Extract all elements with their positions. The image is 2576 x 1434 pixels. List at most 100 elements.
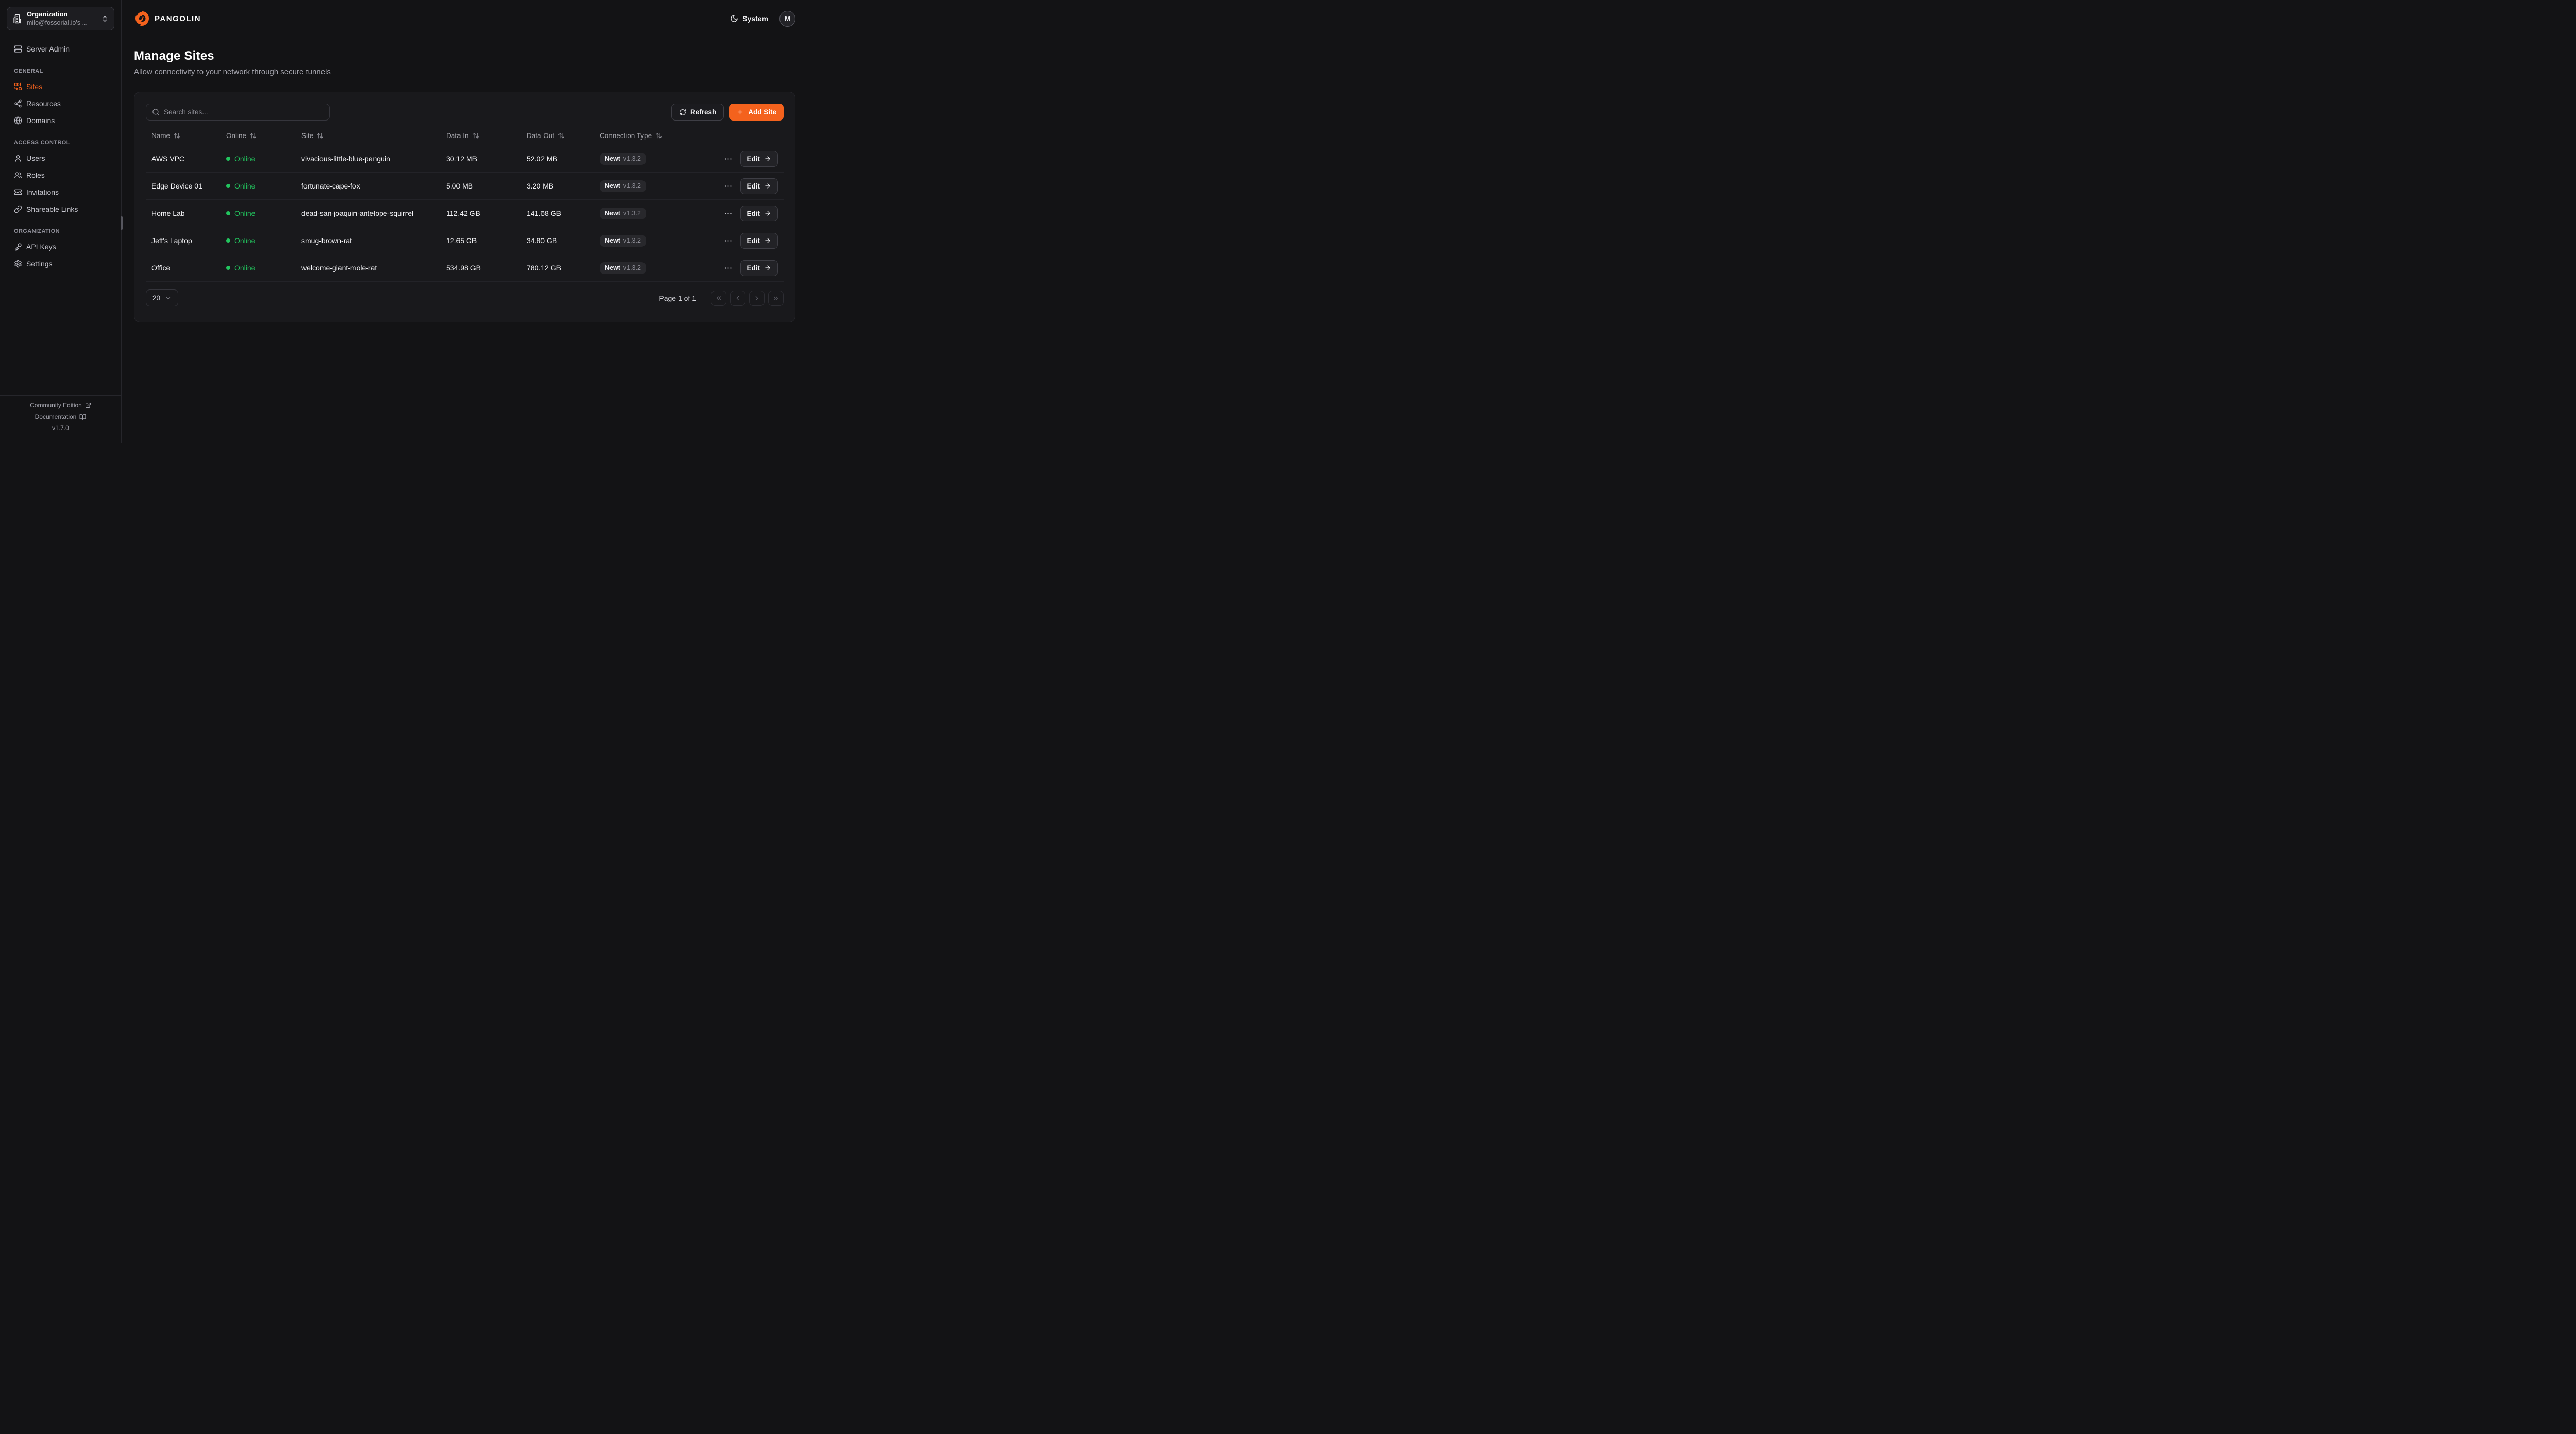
- nav-section-label: GENERAL: [14, 68, 43, 74]
- sidebar-resize-handle[interactable]: [120, 216, 123, 230]
- ticket-check-icon: [14, 188, 22, 196]
- page-title: Manage Sites: [134, 49, 214, 63]
- table-header-row: Name Online Site Data In Data Out Connection …: [146, 127, 784, 145]
- search-input[interactable]: [164, 108, 324, 116]
- row-actions: Edit: [721, 232, 778, 249]
- data-out: 780.12 GB: [527, 264, 561, 272]
- refresh-button[interactable]: Refresh: [671, 104, 724, 121]
- row-actions: Edit: [721, 260, 778, 276]
- online-status: Online: [226, 182, 301, 190]
- sidebar-item-shareable-links[interactable]: Shareable Links: [7, 200, 114, 217]
- last-page-button[interactable]: [768, 290, 784, 306]
- sidebar-item-users[interactable]: Users: [7, 149, 114, 166]
- status-dot-icon: [226, 211, 230, 215]
- connection-type: Newt v1.3.2: [600, 180, 721, 192]
- column-header-online[interactable]: Online: [226, 132, 301, 140]
- table-footer: 20 Page 1 of 1: [146, 289, 784, 306]
- resources-icon: [14, 99, 22, 108]
- sidebar-item-label: Shareable Links: [26, 204, 78, 213]
- ellipsis-icon: [724, 155, 733, 163]
- row-menu-button[interactable]: [723, 181, 734, 192]
- column-header-connection-type[interactable]: Connection Type: [600, 132, 721, 140]
- sort-icon: [558, 132, 565, 139]
- sort-icon: [472, 132, 479, 139]
- sidebar-item-label: Users: [26, 153, 45, 162]
- search-box[interactable]: [146, 104, 330, 121]
- prev-page-button[interactable]: [730, 290, 745, 306]
- sidebar-item-api-keys[interactable]: API Keys: [7, 238, 114, 255]
- row-menu-button[interactable]: [723, 208, 734, 219]
- ellipsis-icon: [724, 209, 733, 218]
- column-header-data-out[interactable]: Data Out: [527, 132, 600, 140]
- ellipsis-icon: [724, 236, 733, 245]
- key-icon: [14, 243, 22, 251]
- row-menu-button[interactable]: [723, 153, 734, 164]
- sidebar-item-roles[interactable]: Roles: [7, 166, 114, 183]
- data-in: 5.00 MB: [446, 182, 473, 190]
- arrow-right-icon: [764, 264, 771, 271]
- sidebar-item-label: Resources: [26, 99, 61, 108]
- sidebar-item-label: Settings: [26, 259, 53, 268]
- edit-button[interactable]: Edit: [740, 232, 778, 249]
- row-menu-button[interactable]: [723, 235, 734, 246]
- sidebar: Organization milo@fossorial.io's ... Ser…: [0, 0, 123, 443]
- page-size-select[interactable]: 20: [146, 289, 179, 306]
- sidebar-item-label: Server Admin: [26, 44, 70, 53]
- sidebar-footer: Community Edition Documentation v1.7.0: [0, 395, 121, 436]
- next-page-button[interactable]: [749, 290, 765, 306]
- pangolin-logo-icon: [134, 10, 150, 27]
- sidebar-item-domains[interactable]: Domains: [7, 112, 114, 129]
- ellipsis-icon: [724, 182, 733, 191]
- edit-button[interactable]: Edit: [740, 205, 778, 221]
- app-version: v1.7.0: [52, 424, 69, 432]
- site-name: Jeff's Laptop: [151, 236, 192, 245]
- pagination-status: Page 1 of 1: [659, 294, 696, 302]
- arrow-right-icon: [764, 210, 771, 217]
- plus-icon: [736, 108, 744, 116]
- chevrons-up-down-icon: [101, 15, 109, 23]
- sidebar-item-sites[interactable]: Sites: [7, 78, 114, 95]
- connection-type: Newt v1.3.2: [600, 234, 721, 247]
- sidebar-item-resources[interactable]: Resources: [7, 95, 114, 112]
- table-toolbar: Refresh Add Site: [146, 104, 784, 121]
- connection-badge: Newt v1.3.2: [600, 262, 646, 274]
- pagination-buttons: [711, 290, 784, 306]
- topbar: PANGOLIN System M: [122, 0, 808, 37]
- first-page-button[interactable]: [711, 290, 726, 306]
- table-body: AWS VPC Online vivacious-little-blue-pengu…: [146, 145, 784, 282]
- sidebar-item-invitations[interactable]: Invitations: [7, 183, 114, 200]
- online-status: Online: [226, 236, 301, 245]
- sidebar-item-server-admin[interactable]: Server Admin: [7, 40, 114, 57]
- documentation-link[interactable]: Documentation: [35, 413, 87, 420]
- data-out: 141.68 GB: [527, 209, 561, 217]
- table-row: Edge Device 01 Online fortunate-cape-fox 5.…: [146, 173, 784, 200]
- page-head: Manage Sites Allow connectivity to your …: [122, 49, 808, 76]
- edit-button[interactable]: Edit: [740, 178, 778, 194]
- connection-type: Newt v1.3.2: [600, 152, 721, 165]
- site-name: Edge Device 01: [151, 182, 202, 190]
- arrow-right-icon: [764, 155, 771, 162]
- row-menu-button[interactable]: [723, 263, 734, 274]
- data-in: 12.65 GB: [446, 236, 477, 245]
- gear-icon: [14, 260, 22, 268]
- edit-button[interactable]: Edit: [740, 150, 778, 167]
- table-row: Jeff's Laptop Online smug-brown-rat 12.65 G…: [146, 227, 784, 254]
- connection-badge: Newt v1.3.2: [600, 180, 646, 192]
- sidebar-item-settings[interactable]: Settings: [7, 255, 114, 272]
- add-site-button[interactable]: Add Site: [729, 104, 784, 121]
- sites-icon: [14, 82, 22, 91]
- theme-toggle[interactable]: System: [730, 14, 768, 23]
- column-header-name[interactable]: Name: [151, 132, 226, 140]
- data-in: 534.98 GB: [446, 264, 481, 272]
- org-switcher[interactable]: Organization milo@fossorial.io's ...: [7, 7, 114, 30]
- column-header-site[interactable]: Site: [301, 132, 446, 140]
- sort-icon: [250, 132, 257, 139]
- status-dot-icon: [226, 157, 230, 161]
- edit-button[interactable]: Edit: [740, 260, 778, 276]
- column-header-data-in[interactable]: Data In: [446, 132, 527, 140]
- row-actions: Edit: [721, 205, 778, 221]
- community-edition-link[interactable]: Community Edition: [30, 402, 91, 409]
- avatar[interactable]: M: [779, 10, 795, 27]
- sort-icon: [655, 132, 662, 139]
